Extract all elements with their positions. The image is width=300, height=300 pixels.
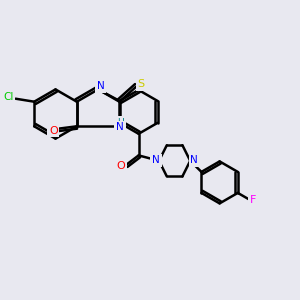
Text: H: H bbox=[117, 118, 123, 127]
Text: N: N bbox=[152, 155, 160, 165]
Text: N: N bbox=[116, 122, 124, 132]
Text: O: O bbox=[117, 160, 126, 171]
Text: Cl: Cl bbox=[3, 92, 14, 102]
Text: O: O bbox=[49, 125, 58, 136]
Text: F: F bbox=[250, 195, 256, 206]
Text: N: N bbox=[190, 155, 198, 165]
Text: N: N bbox=[97, 81, 104, 92]
Text: S: S bbox=[137, 79, 145, 89]
